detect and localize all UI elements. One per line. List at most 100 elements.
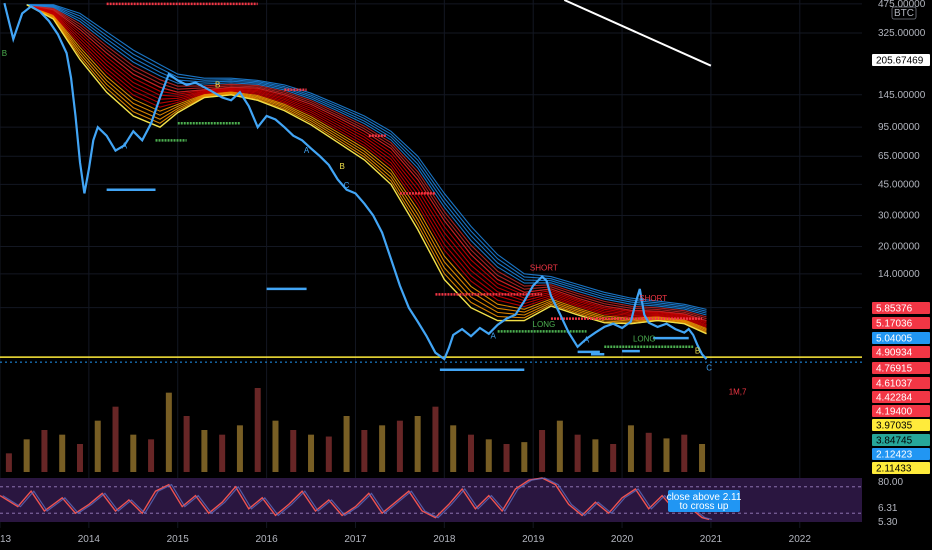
volume-bar-35 xyxy=(627,425,634,472)
time-axis[interactable]: 2013 2014 2015 2016 2017 2018 2019 2020 2021 2022 xyxy=(0,534,811,545)
annotation-14: 1M,7 xyxy=(729,387,747,396)
volume-bar-8 xyxy=(148,439,155,472)
y-tick-4: 65.00000 xyxy=(878,151,920,162)
ribbon-warm-9 xyxy=(26,4,707,323)
y-tick-6: 30.00000 xyxy=(878,210,920,221)
price-badge-bg-8 xyxy=(872,405,930,417)
volume-bar-3 xyxy=(59,434,66,472)
price-badge-bg-10 xyxy=(872,434,930,446)
annotation-0: SHORT xyxy=(530,264,558,273)
x-tick-1: 2014 xyxy=(78,534,101,545)
volume-bar-14 xyxy=(254,388,261,472)
price-badge-bg-11 xyxy=(872,448,930,460)
volume-bar-1 xyxy=(23,439,30,472)
callout-line1: close above 2.11 xyxy=(667,492,742,503)
volume-bar-37 xyxy=(663,438,670,472)
currency-label: BTC xyxy=(894,8,914,19)
annotation-6: B xyxy=(215,80,220,89)
x-tick-4: 2017 xyxy=(344,534,367,545)
volume-bar-26 xyxy=(467,434,474,472)
price-badge-10: 3.84745 xyxy=(876,436,913,447)
price-badge-3: 5.04005 xyxy=(876,334,913,345)
osc-tick-1: 6.31 xyxy=(878,503,898,514)
volume-bar-9 xyxy=(165,392,172,472)
volume-bar-17 xyxy=(308,434,315,472)
volume-bar-5 xyxy=(94,420,101,472)
price-badge-0: 205.67469 xyxy=(876,56,924,67)
y-tick-1: 325.00000 xyxy=(878,28,926,39)
price-badge-bg-9 xyxy=(872,419,930,431)
annotation-12: B xyxy=(695,346,700,355)
ribbon-warm-2 xyxy=(26,4,707,332)
x-tick-2: 2015 xyxy=(167,534,190,545)
volume-bar-34 xyxy=(610,444,617,472)
volume-bar-22 xyxy=(396,420,403,472)
price-badge-11: 2.12423 xyxy=(876,450,913,461)
osc-tick-2: 5.30 xyxy=(878,517,898,528)
volume-bar-24 xyxy=(432,406,439,472)
annotation-4: B xyxy=(2,49,7,58)
price-badge-bg-6 xyxy=(872,377,930,389)
annotation-1: LONG xyxy=(533,320,556,329)
ribbon-cool-4 xyxy=(26,4,707,314)
price-badge-2: 5.17036 xyxy=(876,319,913,330)
annotation-3: LONG xyxy=(633,334,656,343)
volume-bar-32 xyxy=(574,434,581,472)
oscillator-line-blue xyxy=(2,477,712,520)
x-tick-0: 2013 xyxy=(0,534,12,545)
ribbon-warm-6 xyxy=(26,4,707,327)
annotation-11: A xyxy=(584,336,590,345)
volume-bar-2 xyxy=(41,430,48,472)
ribbon-cool-5 xyxy=(26,4,707,312)
price-badge-bg-3 xyxy=(872,332,930,344)
volume-bar-31 xyxy=(556,420,563,472)
y-tick-7: 20.00000 xyxy=(878,242,920,253)
price-series xyxy=(3,2,708,361)
price-badge-bg-0 xyxy=(872,54,930,66)
ribbon-warm-4 xyxy=(26,4,707,330)
ribbon-cool-2 xyxy=(26,4,707,318)
y-tick-5: 45.00000 xyxy=(878,179,920,190)
volume-bar-18 xyxy=(325,436,332,472)
volume-bar-27 xyxy=(485,439,492,472)
annotation-7: A xyxy=(304,146,310,155)
currency-label-box xyxy=(891,6,917,20)
price-badge-bg-5 xyxy=(872,362,930,374)
ribbon-cool-1 xyxy=(26,4,707,320)
volume-bar-21 xyxy=(379,425,386,472)
annotation-8: B xyxy=(339,162,344,171)
price-badges: 205.67469 5.85376 5.17036 5.04005 4.90934 4.7… xyxy=(872,54,930,475)
volume-bar-28 xyxy=(503,444,510,472)
price-badge-8: 4.19400 xyxy=(876,407,913,418)
ribbon-warm-8 xyxy=(26,4,707,324)
annotation-5: A xyxy=(122,141,128,150)
x-tick-8: 2021 xyxy=(700,534,723,545)
price-badge-bg-12 xyxy=(872,462,930,474)
price-badge-4: 4.90934 xyxy=(876,348,913,359)
y-tick-0: 475.00000 xyxy=(878,0,926,10)
ribbon-cool-6 xyxy=(26,4,707,310)
x-tick-7: 2020 xyxy=(611,534,634,545)
volume-bar-16 xyxy=(290,430,297,472)
volume-bar-23 xyxy=(414,416,421,472)
annotation-13: C xyxy=(706,364,712,373)
volume-bars xyxy=(5,388,706,472)
annotation-2: SHORT xyxy=(639,294,667,303)
volume-bar-30 xyxy=(539,430,546,472)
x-tick-5: 2018 xyxy=(433,534,456,545)
volume-bar-10 xyxy=(183,416,190,472)
ribbon-warm-1 xyxy=(26,4,707,334)
volume-bar-25 xyxy=(450,425,457,472)
volume-bar-7 xyxy=(130,434,137,472)
volume-bar-33 xyxy=(592,439,599,472)
ribbon-warm-3 xyxy=(26,4,707,331)
volume-bar-38 xyxy=(681,434,688,472)
price-badge-bg-1 xyxy=(872,302,930,314)
callout-line2: to cross up xyxy=(680,501,729,512)
price-badge-9: 3.97035 xyxy=(876,421,913,432)
x-tick-9: 2022 xyxy=(789,534,812,545)
price-badge-bg-7 xyxy=(872,391,930,403)
price-badge-bg-4 xyxy=(872,346,930,358)
price-line xyxy=(3,2,708,361)
